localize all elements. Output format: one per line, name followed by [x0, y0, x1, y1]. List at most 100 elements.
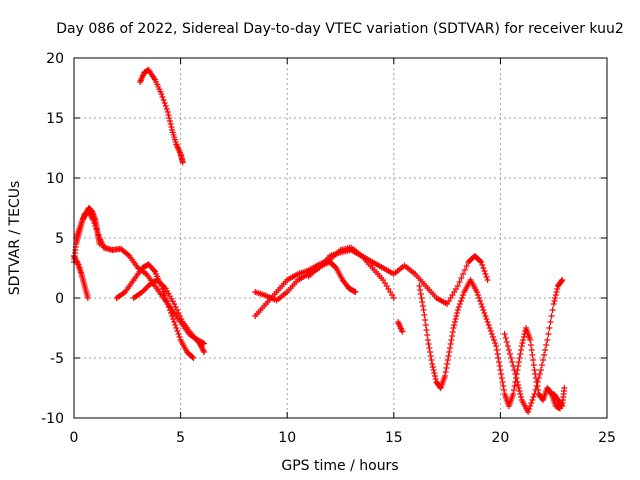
data-point — [428, 357, 435, 363]
data-point — [161, 292, 168, 298]
data-point — [174, 328, 181, 334]
data-point — [421, 312, 428, 318]
data-point — [430, 367, 437, 373]
data-point — [525, 409, 532, 415]
y-tick-label: 10 — [46, 171, 64, 187]
data-point — [531, 391, 538, 397]
data-point — [425, 341, 432, 347]
data-point — [527, 342, 534, 348]
data-point — [484, 319, 491, 325]
x-axis-label: GPS time / hours — [281, 458, 398, 474]
data-point — [530, 362, 537, 368]
data-point — [445, 353, 452, 359]
data-point — [526, 406, 533, 412]
data-point — [454, 283, 461, 289]
data-point — [504, 343, 511, 349]
data-point — [426, 345, 433, 351]
y-tick-label: 15 — [46, 111, 64, 127]
data-point — [447, 341, 454, 347]
data-point — [166, 307, 173, 313]
data-point — [446, 345, 453, 351]
data-point — [168, 310, 175, 316]
y-tick-label: -10 — [41, 411, 64, 427]
data-point — [92, 223, 99, 229]
y-tick-label: 0 — [55, 291, 64, 307]
data-point — [495, 355, 502, 361]
data-point — [476, 295, 483, 301]
data-point — [551, 298, 558, 304]
data-point — [91, 220, 98, 226]
data-point — [493, 343, 500, 349]
x-tick-label: 0 — [70, 430, 79, 446]
data-point — [541, 352, 548, 358]
data-point — [171, 319, 178, 325]
data-point — [416, 283, 423, 289]
data-point — [455, 304, 462, 310]
data-point — [546, 325, 553, 331]
data-point — [544, 337, 551, 343]
data-point — [423, 327, 430, 333]
data-point — [538, 362, 545, 368]
data-point — [424, 332, 431, 338]
data-point — [519, 340, 526, 346]
data-point — [531, 367, 538, 373]
data-point — [481, 310, 488, 316]
data-point — [443, 365, 450, 371]
data-point — [175, 331, 182, 337]
data-series-arc-5 — [130, 277, 208, 355]
data-point — [495, 359, 502, 365]
data-point — [550, 301, 557, 307]
y-axis-label: SDTVAR / TECUs — [7, 181, 23, 296]
data-point — [540, 357, 547, 363]
data-point — [511, 383, 518, 389]
data-point — [452, 316, 459, 322]
data-point — [509, 359, 516, 365]
data-point — [417, 291, 424, 297]
data-point — [510, 387, 517, 393]
data-point — [449, 329, 456, 335]
data-point — [552, 295, 559, 301]
data-point — [553, 289, 560, 295]
data-point — [480, 265, 487, 271]
data-point — [451, 319, 458, 325]
data-point — [456, 279, 463, 285]
data-point — [173, 325, 180, 331]
data-point — [492, 340, 499, 346]
data-series-arc-10 — [395, 319, 406, 335]
data-point — [533, 383, 540, 389]
x-tick-label: 25 — [598, 430, 616, 446]
data-point — [515, 385, 522, 391]
data-point — [460, 292, 467, 298]
data-point — [517, 391, 524, 397]
data-series-arc-6 — [137, 67, 186, 166]
x-tick-label: 20 — [491, 430, 509, 446]
y-tick-label: -5 — [50, 351, 64, 367]
data-point — [496, 363, 503, 369]
data-point — [164, 109, 171, 115]
data-point — [535, 375, 542, 381]
data-point — [536, 371, 543, 377]
data-point — [485, 322, 492, 328]
data-point — [559, 277, 566, 283]
data-point — [534, 379, 541, 385]
data-point — [486, 325, 493, 331]
data-point — [481, 268, 488, 274]
data-point — [179, 159, 186, 166]
y-tick-label: 5 — [55, 231, 64, 247]
data-point — [548, 313, 555, 319]
data-point — [453, 313, 460, 319]
data-point — [510, 391, 517, 397]
data-point — [491, 337, 498, 343]
data-point — [512, 371, 519, 377]
data-point — [420, 307, 427, 313]
data-point — [432, 373, 439, 379]
data-point — [517, 351, 524, 357]
data-point — [558, 278, 565, 284]
data-point — [527, 337, 534, 343]
data-point — [429, 364, 436, 370]
data-point — [172, 322, 179, 328]
data-point — [510, 363, 517, 369]
data-point — [545, 331, 552, 337]
data-point — [500, 383, 507, 389]
grid-lines — [74, 58, 607, 418]
